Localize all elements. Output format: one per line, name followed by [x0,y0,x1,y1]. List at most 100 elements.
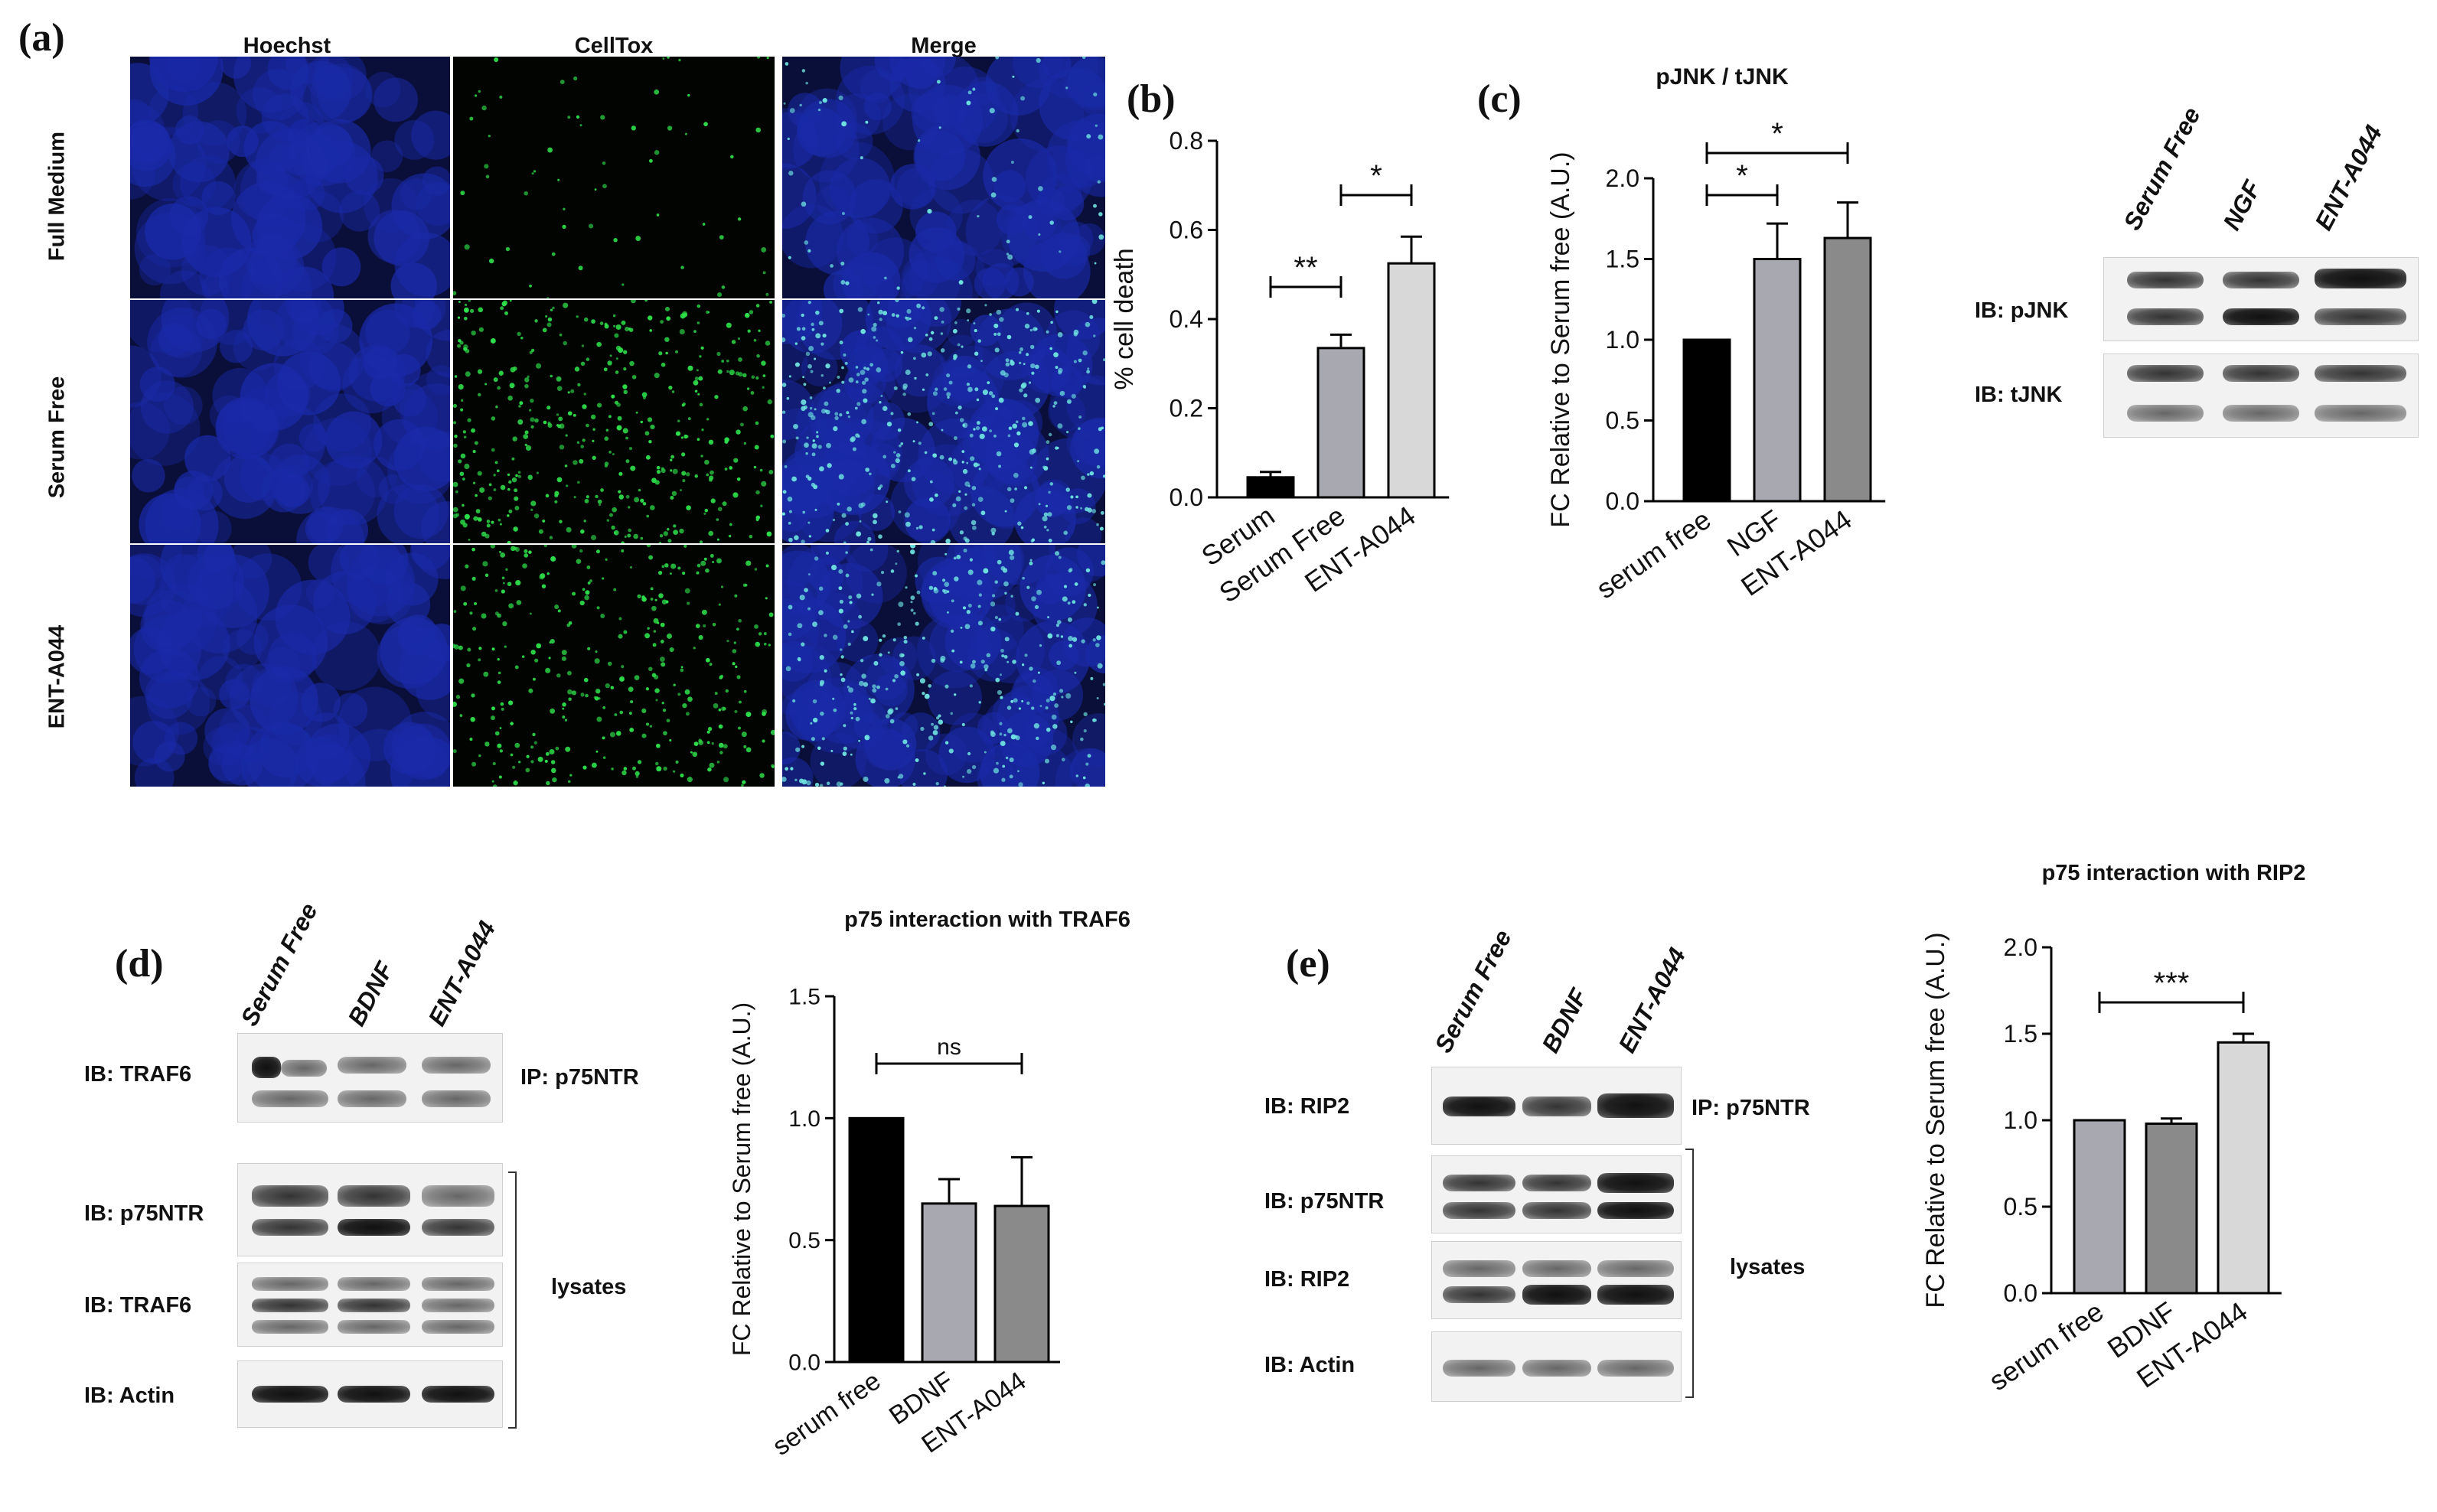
blot-c-tjnk [2103,354,2419,438]
significance-label: * [1736,159,1748,193]
panel-a-label: (a) [18,16,65,60]
blot-d-traf6-ip [237,1033,503,1123]
bar [2217,1041,2270,1295]
blot-c-label-pjnk: IB: pJNK [1975,298,2069,323]
y-tick-label: 1.0 [2004,1106,2037,1134]
blot-d-actin [237,1360,503,1428]
micrograph-hoechst-serum-free [130,300,450,543]
y-tick-label: 0.0 [1606,487,1639,515]
y-axis-label: FC Relative to Serum free (A.U.) [728,1002,755,1356]
column-header-celltox: CellTox [574,34,654,58]
y-tick-label: 0.4 [1170,305,1203,333]
column-header-merge: Merge [911,34,977,58]
blot-d-lysates-bracket [508,1171,517,1429]
blot-e-label-p75ntr: IB: p75NTR [1264,1189,1385,1214]
bar [1753,258,1802,503]
lane-ent-a044: ENT-A044 [422,916,501,1031]
micrograph-celltox-full-medium [453,57,775,298]
micrograph-hoechst-full-medium [130,57,450,298]
lane-serum-free: Serum Free [1429,925,1517,1057]
significance-label: ** [1294,251,1317,285]
significance-label: ns [937,1035,961,1060]
y-tick-label: 0.5 [788,1228,820,1253]
y-tick-label: 1.5 [1606,246,1639,273]
y-tick-label: 1.5 [788,985,820,1010]
chart-c-title: pJNK / tJNK [1656,64,1789,90]
x-tick-label: serum free [1590,503,1716,604]
chart-d-title: p75 interaction with TRAF6 [844,908,1130,932]
bar [1823,236,1872,503]
blot-e-actin [1431,1331,1682,1402]
y-tick-label: 0.8 [1170,127,1203,155]
bar [1316,347,1365,499]
significance-label: * [1370,159,1382,193]
significance-label: *** [2154,966,2190,1000]
y-tick-label: 0.6 [1170,217,1203,244]
panel-b-label: (b) [1127,77,1176,121]
blot-e-rip2-lys [1431,1241,1682,1319]
bar [921,1202,977,1364]
lane-bdnf: BDNF [1536,984,1593,1057]
significance-label: * [1771,117,1783,151]
lane-ngf: NGF [2217,175,2266,235]
y-tick-label: 0.0 [1170,484,1203,511]
column-header-hoechst: Hoechst [243,34,331,58]
lane-serum-free: Serum Free [235,898,323,1031]
micrograph-merge-serum-free [782,300,1105,543]
micrograph-merge-ent-a044 [782,545,1105,787]
chart-e-title: p75 interaction with RIP2 [2041,861,2306,885]
blot-e-lysates-bracket [1685,1149,1694,1398]
chart-e-rip2: 0.0 0.5 1.0 1.5 2.0 FC Relative to Serum free… [1921,932,2282,1396]
blot-e-lysates-label: lysates [1730,1255,1806,1279]
lane-bdnf: BDNF [342,957,399,1031]
micrograph-hoechst-ent-a044 [130,545,450,787]
lane-ent-a044: ENT-A044 [2309,120,2388,235]
row-label-full-medium: Full Medium [44,131,70,262]
blot-e-label-rip2-lys: IB: RIP2 [1264,1267,1350,1292]
bar [2073,1119,2126,1295]
y-tick-label: 0.2 [1170,395,1203,422]
blot-c-lane-header: Serum Free NGF ENT-A044 [2112,92,2419,260]
blot-d-ip-label: IP: p75NTR [520,1065,639,1090]
blot-e-ip-label: IP: p75NTR [1692,1096,1810,1120]
y-axis-label: FC Relative to Serum free (A.U.) [1921,932,1950,1308]
blot-e-lane-header: Serum Free BDNF ENT-A044 [1429,911,1714,1057]
bar [1682,338,1731,503]
y-tick-label: 1.0 [1606,326,1639,354]
x-tick-label: serum free [768,1366,886,1461]
panel-d-label: (d) [115,942,164,986]
blot-d-label-actin: IB: Actin [84,1383,175,1408]
blot-d-traf6-lys [237,1263,503,1347]
blot-c-label-tjnk: IB: tJNK [1975,383,2063,407]
micrograph-celltox-serum-free [453,300,775,543]
panel-c-label: (c) [1477,77,1522,121]
y-tick-label: 2.0 [1606,165,1639,192]
y-tick-label: 0.0 [788,1351,820,1376]
y-tick-label: 1.0 [788,1106,820,1132]
bar [1387,262,1436,499]
y-axis-label: FC Relative to Serum free (A.U.) [1546,152,1575,527]
blot-d-lane-header: Serum Free BDNF ENT-A044 [235,888,513,1030]
row-label-serum-free: Serum Free [44,376,70,499]
micrograph-celltox-ent-a044 [453,545,775,787]
blot-e-p75ntr [1431,1155,1682,1233]
blot-e-label-actin: IB: Actin [1264,1353,1356,1377]
row-label-ent-a044: ENT-A044 [44,624,70,729]
micrograph-merge-full-medium [782,57,1105,298]
blot-c-pjnk [2103,257,2419,341]
blot-d-label-p75ntr: IB: p75NTR [84,1201,204,1226]
lane-ent-a044: ENT-A044 [1613,943,1692,1057]
y-tick-label: 0.5 [2004,1193,2037,1220]
y-axis-label: % cell death [1110,248,1139,389]
y-tick-label: 2.0 [2004,934,2037,961]
bar [993,1204,1050,1364]
blot-e-label-rip2-ip: IB: RIP2 [1264,1094,1350,1119]
blot-d-p75ntr [237,1163,503,1256]
blot-d-lysates-label: lysates [551,1275,627,1299]
y-tick-label: 0.0 [2004,1279,2037,1307]
bar [2145,1123,2198,1295]
chart-d-traf6: 0.0 0.5 1.0 1.5 FC Relative to Serum free (A… [728,985,1060,1461]
y-tick-label: 1.5 [2004,1020,2037,1048]
chart-c-pjnk-tjnk: pJNK / tJNK 0.0 0.5 1.0 1.5 2.0 FC Relative to… [1546,64,1886,604]
